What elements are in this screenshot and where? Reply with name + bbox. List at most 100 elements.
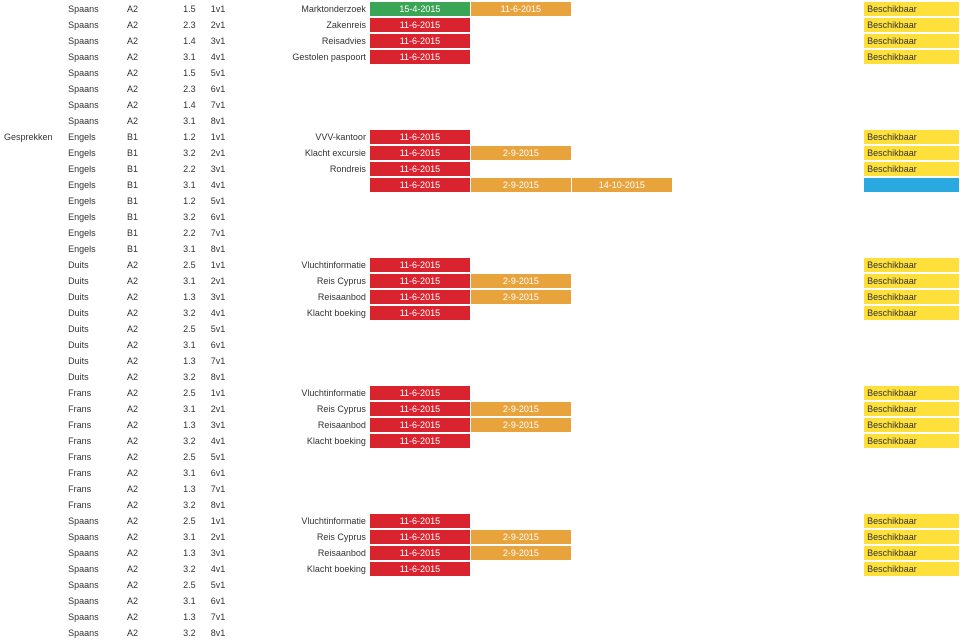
cell-stat bbox=[864, 226, 959, 240]
cell-cat bbox=[1, 146, 64, 160]
cell-desc bbox=[237, 578, 369, 592]
cell-cat bbox=[1, 66, 64, 80]
cell-gap1 bbox=[673, 546, 768, 560]
cell-d3 bbox=[572, 530, 672, 544]
cell-gap2 bbox=[768, 82, 863, 96]
table-row: EngelsB13.14v111-6-20152-9-201514-10-201… bbox=[1, 178, 959, 192]
cell-cat bbox=[1, 226, 64, 240]
cell-desc bbox=[237, 82, 369, 96]
cell-stat bbox=[864, 66, 959, 80]
cell-stat bbox=[864, 450, 959, 464]
cell-lang: Frans bbox=[65, 418, 123, 432]
cell-d3 bbox=[572, 2, 672, 16]
cell-s1: 2.5 bbox=[162, 514, 199, 528]
cell-s1: 1.3 bbox=[162, 546, 199, 560]
cell-stat bbox=[864, 338, 959, 352]
cell-d2 bbox=[471, 82, 571, 96]
cell-desc bbox=[237, 370, 369, 384]
cell-gap1 bbox=[673, 418, 768, 432]
cell-lang: Engels bbox=[65, 210, 123, 224]
cell-d1 bbox=[370, 210, 470, 224]
cell-s1: 1.2 bbox=[162, 194, 199, 208]
table-row: DuitsA23.24v1Klacht boeking11-6-2015Besc… bbox=[1, 306, 959, 320]
table-row: SpaansA23.28v1 bbox=[1, 626, 959, 640]
cell-lvl: A2 bbox=[124, 402, 161, 416]
table-row: EngelsB11.25v1 bbox=[1, 194, 959, 208]
cell-stat: Beschikbaar bbox=[864, 546, 959, 560]
cell-lvl: A2 bbox=[124, 338, 161, 352]
cell-stat bbox=[864, 178, 959, 192]
table-row: SpaansA23.24v1Klacht boeking11-6-2015Bes… bbox=[1, 562, 959, 576]
cell-stat: Beschikbaar bbox=[864, 50, 959, 64]
cell-lang: Spaans bbox=[65, 66, 123, 80]
cell-s1: 3.2 bbox=[162, 434, 199, 448]
cell-d1 bbox=[370, 498, 470, 512]
cell-cat bbox=[1, 450, 64, 464]
cell-desc: Reisaanbod bbox=[237, 290, 369, 304]
cell-lvl: B1 bbox=[124, 210, 161, 224]
cell-stat: Beschikbaar bbox=[864, 162, 959, 176]
cell-s2: 1v1 bbox=[200, 514, 237, 528]
cell-s2: 7v1 bbox=[200, 226, 237, 240]
cell-cat bbox=[1, 402, 64, 416]
cell-d2 bbox=[471, 482, 571, 496]
cell-cat bbox=[1, 610, 64, 624]
cell-d1: 11-6-2015 bbox=[370, 258, 470, 272]
cell-gap2 bbox=[768, 226, 863, 240]
cell-lvl: A2 bbox=[124, 418, 161, 432]
cell-s1: 2.2 bbox=[162, 226, 199, 240]
cell-stat: Beschikbaar bbox=[864, 402, 959, 416]
cell-d1 bbox=[370, 114, 470, 128]
cell-s2: 1v1 bbox=[200, 386, 237, 400]
cell-gap1 bbox=[673, 354, 768, 368]
cell-stat: Beschikbaar bbox=[864, 2, 959, 16]
cell-d2 bbox=[471, 370, 571, 384]
cell-lvl: A2 bbox=[124, 34, 161, 48]
cell-lvl: A2 bbox=[124, 562, 161, 576]
cell-desc bbox=[237, 226, 369, 240]
cell-lvl: A2 bbox=[124, 82, 161, 96]
cell-lang: Spaans bbox=[65, 610, 123, 624]
cell-d3 bbox=[572, 34, 672, 48]
cell-d1 bbox=[370, 226, 470, 240]
cell-s1: 1.3 bbox=[162, 354, 199, 368]
table-row: SpaansA21.55v1 bbox=[1, 66, 959, 80]
cell-d2 bbox=[471, 226, 571, 240]
table-row: SpaansA22.36v1 bbox=[1, 82, 959, 96]
cell-s1: 3.1 bbox=[162, 402, 199, 416]
cell-lang: Duits bbox=[65, 338, 123, 352]
cell-lvl: A2 bbox=[124, 482, 161, 496]
cell-desc: Klacht excursie bbox=[237, 146, 369, 160]
cell-gap2 bbox=[768, 386, 863, 400]
cell-d1: 15-4-2015 bbox=[370, 2, 470, 16]
cell-s1: 3.2 bbox=[162, 562, 199, 576]
table-row: SpaansA21.33v1Reisaanbod11-6-20152-9-201… bbox=[1, 546, 959, 560]
cell-d1: 11-6-2015 bbox=[370, 386, 470, 400]
cell-lvl: A2 bbox=[124, 18, 161, 32]
cell-d3 bbox=[572, 146, 672, 160]
cell-d3 bbox=[572, 418, 672, 432]
cell-lang: Duits bbox=[65, 322, 123, 336]
cell-gap2 bbox=[768, 50, 863, 64]
cell-desc: Klacht boeking bbox=[237, 306, 369, 320]
cell-stat bbox=[864, 610, 959, 624]
table-row: SpaansA21.51v1Marktonderzoek15-4-201511-… bbox=[1, 2, 959, 16]
table-row: SpaansA22.51v1Vluchtinformatie11-6-2015B… bbox=[1, 514, 959, 528]
cell-gap2 bbox=[768, 162, 863, 176]
cell-s2: 8v1 bbox=[200, 114, 237, 128]
cell-desc: Reisaanbod bbox=[237, 546, 369, 560]
cell-gap1 bbox=[673, 434, 768, 448]
cell-gap1 bbox=[673, 82, 768, 96]
cell-gap2 bbox=[768, 466, 863, 480]
cell-stat: Beschikbaar bbox=[864, 130, 959, 144]
cell-s2: 3v1 bbox=[200, 546, 237, 560]
cell-lvl: A2 bbox=[124, 50, 161, 64]
cell-gap2 bbox=[768, 98, 863, 112]
cell-s1: 3.2 bbox=[162, 370, 199, 384]
cell-gap1 bbox=[673, 290, 768, 304]
cell-desc: Rondreis bbox=[237, 162, 369, 176]
cell-lvl: A2 bbox=[124, 610, 161, 624]
cell-desc: Reis Cyprus bbox=[237, 274, 369, 288]
cell-s1: 3.1 bbox=[162, 466, 199, 480]
cell-cat bbox=[1, 114, 64, 128]
